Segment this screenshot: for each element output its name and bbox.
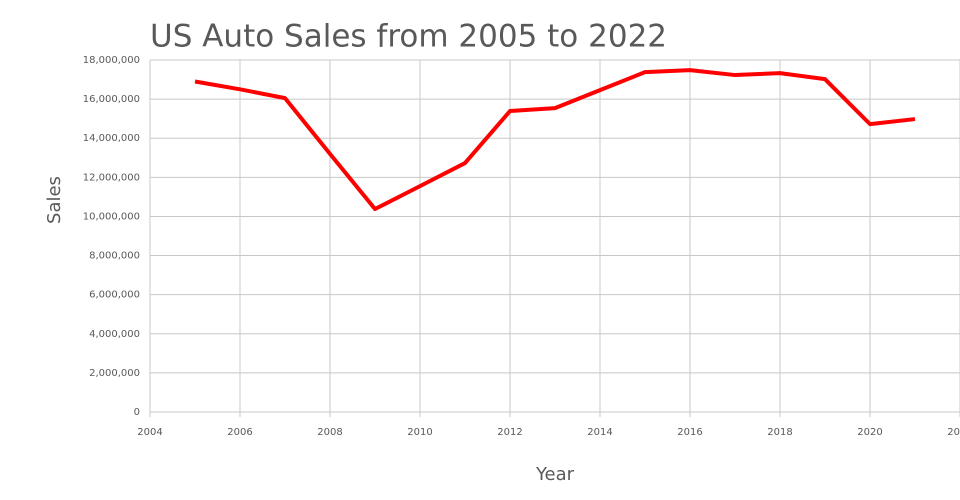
y-tick-label: 18,000,000 bbox=[83, 55, 140, 66]
x-tick-label: 2012 bbox=[497, 427, 522, 438]
x-tick-label: 2010 bbox=[407, 427, 432, 438]
x-tick-label: 2022 bbox=[947, 427, 960, 438]
y-axis-label: Sales bbox=[44, 176, 65, 224]
y-tick-label: 10,000,000 bbox=[83, 211, 140, 222]
y-tick-label: 4,000,000 bbox=[89, 329, 140, 340]
x-tick-label: 2018 bbox=[767, 427, 792, 438]
x-tick-label: 2006 bbox=[227, 427, 252, 438]
x-tick-label: 2014 bbox=[587, 427, 612, 438]
x-tick-label: 2004 bbox=[137, 427, 162, 438]
x-tick-label: 2016 bbox=[677, 427, 702, 438]
y-tick-label: 16,000,000 bbox=[83, 94, 140, 105]
line bbox=[194, 68, 916, 212]
x-tick-label: 2008 bbox=[317, 427, 342, 438]
y-tick-label: 2,000,000 bbox=[89, 368, 140, 379]
y-tick-label: 12,000,000 bbox=[83, 172, 140, 183]
y-tick-label: 0 bbox=[134, 407, 140, 418]
y-tick-label: 14,000,000 bbox=[83, 133, 140, 144]
y-tick-label: 8,000,000 bbox=[89, 251, 140, 262]
chart-title: US Auto Sales from 2005 to 2022 bbox=[150, 19, 667, 55]
y-tick-label: 6,000,000 bbox=[89, 290, 140, 301]
x-axis-label: Year bbox=[535, 464, 575, 485]
x-tick-label: 2020 bbox=[857, 427, 882, 438]
